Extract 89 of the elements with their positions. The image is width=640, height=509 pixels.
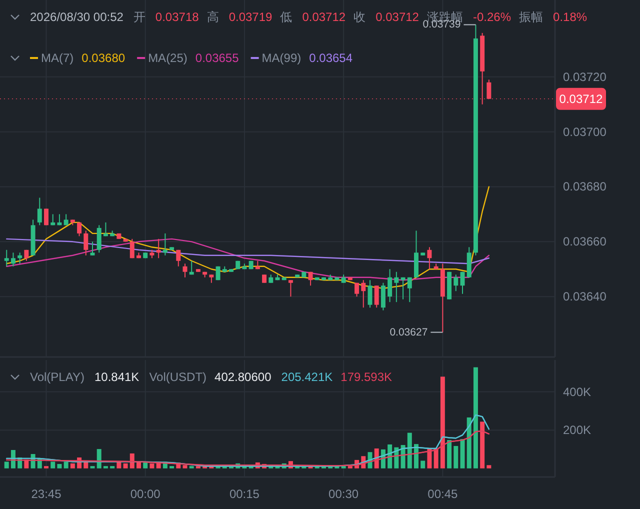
candlestick (103, 222, 108, 237)
y-tick-label: 0.03700 (563, 124, 607, 139)
annotation: Vol(USDT) (149, 370, 207, 384)
candlestick (96, 224, 102, 254)
candlestick (308, 271, 313, 286)
y-tick-label: 400K (563, 384, 592, 399)
bar (434, 448, 438, 468)
bar (466, 417, 472, 468)
bar (454, 446, 458, 468)
candlestick (90, 241, 95, 256)
x-tick-label: 00:15 (229, 487, 260, 501)
bar (486, 465, 492, 468)
annotation: 205.421K (281, 370, 333, 384)
annotation: 0.03655 (195, 51, 240, 65)
x-tick-label: 00:00 (130, 487, 161, 501)
ref-line-label: 0.03712 (559, 92, 604, 106)
candlestick (427, 246, 432, 270)
legend-label: MA(99) (262, 51, 302, 65)
bar (4, 462, 9, 468)
candlestick (354, 282, 360, 298)
candlestick (380, 282, 386, 311)
x-tick-label: 23:45 (31, 487, 62, 501)
bar (407, 432, 412, 468)
line-series (6, 238, 490, 264)
candlestick (394, 271, 399, 303)
bar (57, 464, 62, 468)
candlestick (374, 285, 379, 308)
annotation: 振幅 (519, 10, 544, 24)
annotation: 0.03718 (155, 10, 200, 24)
annotation: 402.80600 (214, 370, 272, 384)
bar (123, 463, 128, 468)
candlestick (189, 260, 194, 276)
candlestick (156, 238, 161, 259)
bar (182, 465, 188, 468)
candlestick (84, 230, 88, 256)
bar (50, 462, 56, 468)
bar (420, 460, 426, 468)
annotation: 0.03680 (82, 51, 126, 65)
y-tick-label: 200K (563, 423, 592, 438)
bar (473, 367, 478, 468)
candlestick (454, 274, 458, 292)
annotation: 179.593K (340, 370, 392, 384)
candlestick (162, 232, 168, 256)
annotation: 0.03712 (302, 10, 346, 24)
bar (130, 453, 134, 468)
bar (447, 440, 452, 468)
candlestick (77, 222, 82, 237)
y-tick-label: 0.03640 (563, 290, 607, 304)
legend-label: MA(25) (148, 51, 188, 65)
bar (427, 448, 432, 468)
y-tick-label: 0.03660 (563, 234, 607, 249)
annotation: 0.03654 (309, 51, 353, 65)
candlestick (407, 276, 412, 303)
annotation: 2026/08/30 00:52 (30, 10, 124, 24)
y-tick-label: 0.03680 (563, 180, 607, 194)
legend-label: MA(7) (41, 51, 74, 65)
candlestick (4, 249, 9, 267)
candlestick (288, 280, 293, 298)
annotation: 0.03712 (376, 10, 420, 24)
bar (480, 422, 485, 468)
line-series (6, 238, 490, 281)
candlestick (368, 280, 372, 308)
bar (64, 462, 68, 468)
candlestick (44, 208, 48, 226)
candlestick (37, 197, 42, 226)
x-tick-label: 00:30 (328, 487, 359, 501)
annotation: 低 (280, 10, 292, 24)
candlestick (388, 268, 392, 303)
annotation: 高 (206, 10, 219, 24)
annotation: 0.03719 (228, 10, 273, 24)
bar (150, 463, 154, 468)
annotation: -0.26% (472, 10, 512, 24)
candlestick (18, 252, 22, 264)
candlestick (176, 249, 181, 267)
annotation: 0.18% (553, 10, 588, 24)
bar (70, 463, 75, 468)
candlestick (130, 238, 134, 259)
annotation: 0.03627 (390, 326, 428, 338)
candlestick (361, 280, 366, 308)
annotation: 10.841K (94, 370, 140, 384)
bar (440, 376, 445, 468)
bar (414, 444, 418, 468)
y-tick-label: 0.03720 (563, 70, 607, 84)
annotation: 收 (354, 10, 366, 24)
annotation: Vol(PLAY) (30, 370, 84, 384)
annotation: 开 (133, 10, 146, 24)
x-tick-label: 00:45 (428, 487, 458, 501)
candlestick (10, 252, 16, 267)
candlestick (400, 276, 406, 300)
